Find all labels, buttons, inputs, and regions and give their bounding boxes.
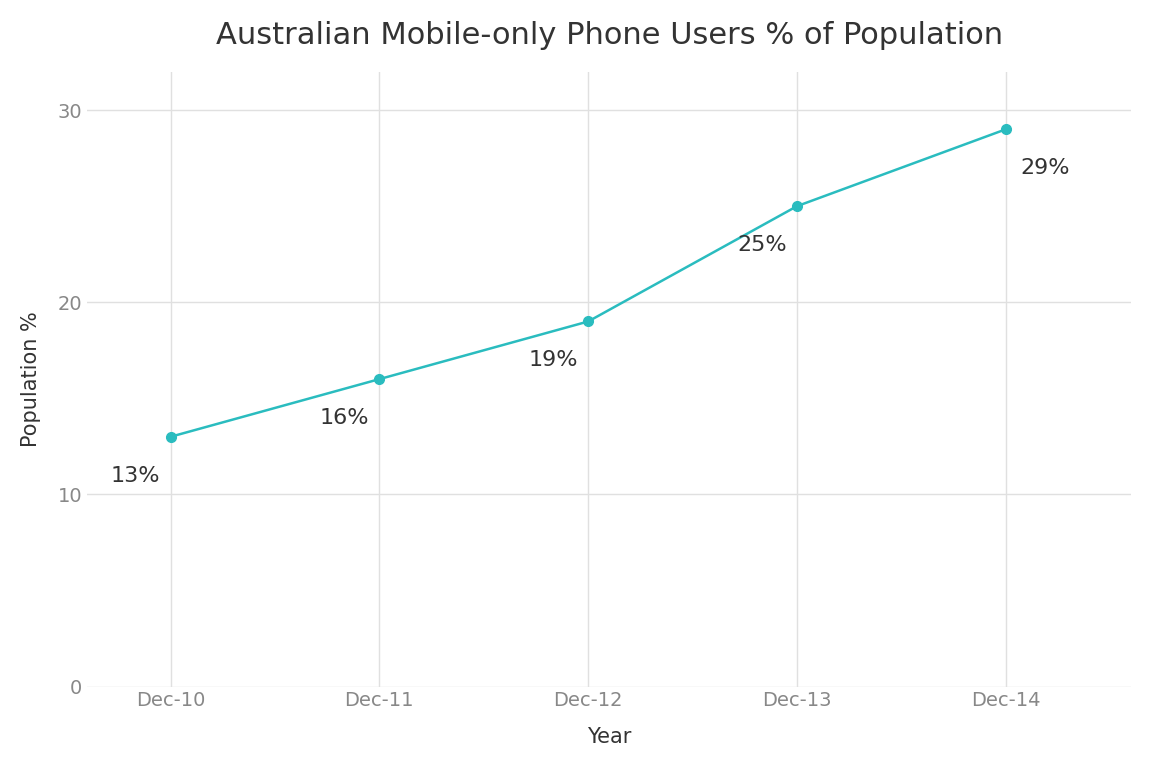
X-axis label: Year: Year	[586, 727, 631, 747]
Text: 25%: 25%	[737, 235, 787, 255]
Y-axis label: Population %: Population %	[21, 311, 40, 447]
Text: 29%: 29%	[1021, 158, 1070, 178]
Title: Australian Mobile-only Phone Users % of Population: Australian Mobile-only Phone Users % of …	[215, 21, 1002, 50]
Text: 13%: 13%	[111, 465, 160, 485]
Text: 19%: 19%	[529, 350, 578, 370]
Text: 16%: 16%	[319, 408, 369, 428]
